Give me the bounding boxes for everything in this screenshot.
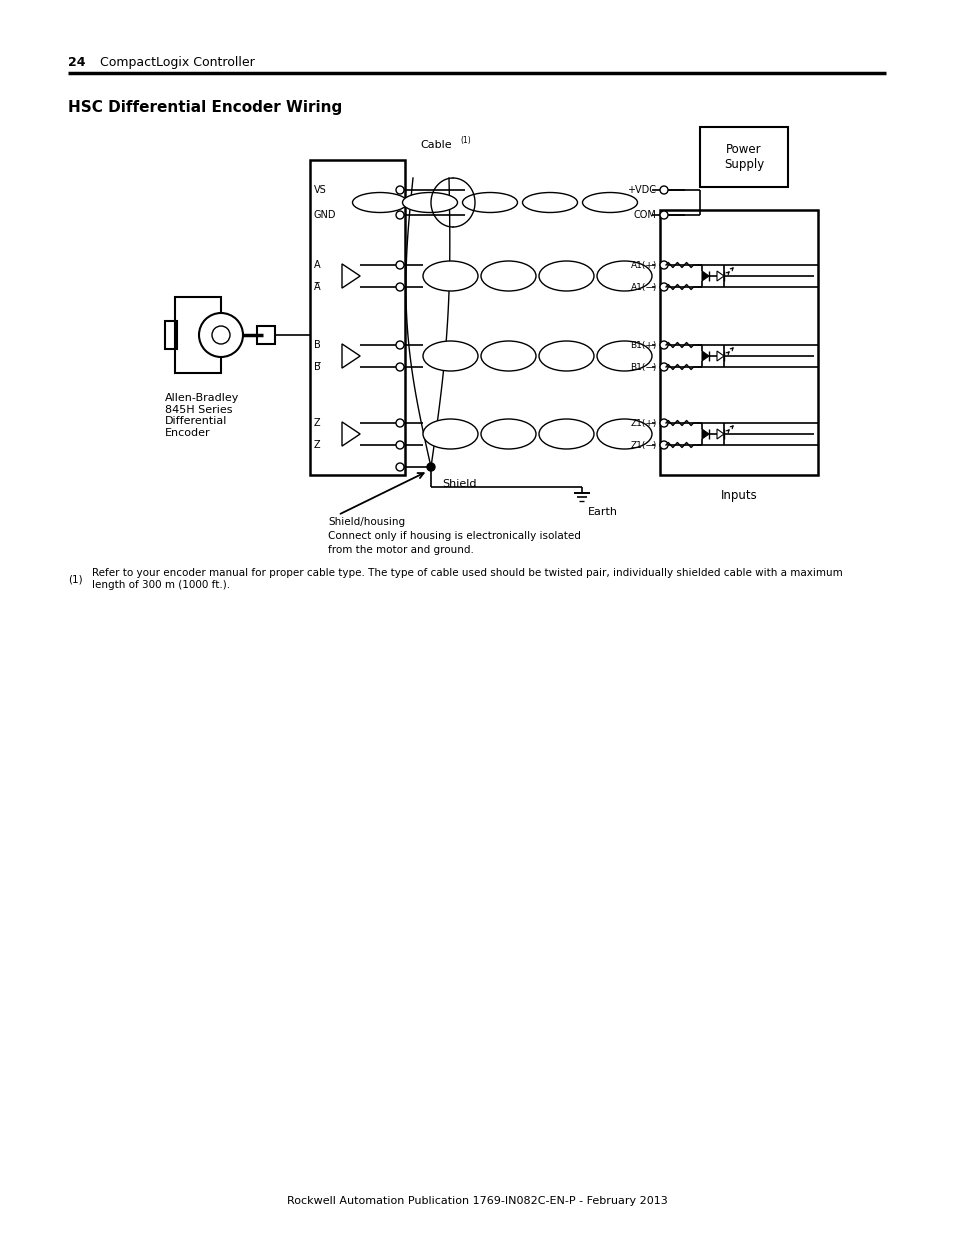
Text: Rockwell Automation Publication 1769-IN082C-EN-P - February 2013: Rockwell Automation Publication 1769-IN0… [286, 1195, 667, 1207]
Bar [700, 127, 787, 186]
Bar [310, 161, 405, 475]
Circle shape [659, 261, 667, 269]
Ellipse shape [597, 419, 651, 450]
Ellipse shape [538, 419, 594, 450]
Text: A1(+): A1(+) [630, 261, 657, 269]
Polygon shape [341, 264, 360, 288]
Circle shape [395, 341, 403, 350]
Text: A̅: A̅ [314, 282, 320, 291]
Circle shape [395, 419, 403, 427]
Circle shape [212, 326, 230, 345]
Text: Connect only if housing is electronically isolated: Connect only if housing is electronicall… [328, 531, 580, 541]
Text: CompactLogix Controller: CompactLogix Controller [100, 56, 254, 68]
Circle shape [659, 341, 667, 350]
Text: A: A [314, 261, 320, 270]
Polygon shape [341, 422, 360, 446]
Text: (1): (1) [459, 136, 470, 144]
Text: COM: COM [633, 210, 656, 220]
Circle shape [395, 363, 403, 370]
Circle shape [395, 283, 403, 291]
Circle shape [659, 419, 667, 427]
Ellipse shape [422, 341, 477, 370]
Ellipse shape [597, 261, 651, 291]
Circle shape [395, 261, 403, 269]
Ellipse shape [480, 341, 536, 370]
Ellipse shape [538, 261, 594, 291]
Text: B: B [314, 340, 320, 350]
Text: VS: VS [314, 185, 327, 195]
Text: Shield/housing: Shield/housing [328, 517, 405, 527]
Ellipse shape [462, 193, 517, 212]
Circle shape [395, 463, 403, 471]
Circle shape [395, 186, 403, 194]
Text: Power
Supply: Power Supply [723, 143, 763, 170]
Ellipse shape [352, 193, 407, 212]
Bar [165, 321, 177, 350]
Circle shape [395, 441, 403, 450]
Text: B1(−): B1(−) [630, 363, 657, 372]
Text: GND: GND [314, 210, 336, 220]
Text: Shield: Shield [442, 479, 476, 489]
Text: (1): (1) [68, 574, 83, 584]
Ellipse shape [402, 193, 457, 212]
Bar [174, 296, 221, 373]
Text: B̅: B̅ [314, 362, 320, 372]
Polygon shape [701, 270, 708, 282]
Text: from the motor and ground.: from the motor and ground. [328, 545, 474, 555]
Text: Z1(+): Z1(+) [630, 419, 657, 427]
Polygon shape [717, 429, 723, 438]
Text: Earth: Earth [587, 508, 618, 517]
Ellipse shape [422, 419, 477, 450]
Text: Z: Z [314, 417, 320, 429]
Polygon shape [341, 343, 360, 368]
Text: A1(−): A1(−) [630, 283, 657, 291]
Text: B1(+): B1(+) [630, 341, 657, 350]
Text: Z̅: Z̅ [314, 440, 320, 450]
Ellipse shape [597, 341, 651, 370]
Ellipse shape [480, 261, 536, 291]
Text: Cable: Cable [419, 140, 451, 149]
Ellipse shape [422, 261, 477, 291]
Text: Allen-Bradley
845H Series
Differential
Encoder: Allen-Bradley 845H Series Differential E… [165, 393, 239, 437]
Polygon shape [701, 429, 708, 438]
Bar [659, 210, 817, 475]
Text: 24: 24 [68, 56, 86, 68]
Circle shape [659, 363, 667, 370]
Circle shape [427, 463, 435, 471]
Text: Inputs: Inputs [720, 489, 757, 501]
Text: HSC Differential Encoder Wiring: HSC Differential Encoder Wiring [68, 100, 342, 115]
Ellipse shape [480, 419, 536, 450]
Circle shape [659, 441, 667, 450]
Circle shape [659, 283, 667, 291]
Circle shape [199, 312, 243, 357]
Text: Z1(−): Z1(−) [630, 441, 657, 450]
Circle shape [395, 211, 403, 219]
Circle shape [659, 211, 667, 219]
Text: Refer to your encoder manual for proper cable type. The type of cable used shoul: Refer to your encoder manual for proper … [91, 568, 841, 590]
Polygon shape [717, 351, 723, 361]
Ellipse shape [538, 341, 594, 370]
Ellipse shape [582, 193, 637, 212]
Ellipse shape [522, 193, 577, 212]
Polygon shape [717, 270, 723, 282]
Text: +VDC: +VDC [626, 185, 656, 195]
Polygon shape [701, 351, 708, 361]
Circle shape [659, 186, 667, 194]
Bar [256, 326, 274, 345]
